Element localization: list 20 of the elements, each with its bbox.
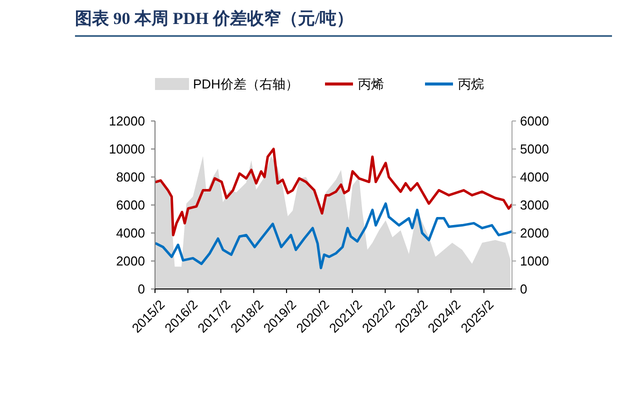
y2-tick-label: 3000 (520, 198, 549, 213)
chart-title: 图表 90 本周 PDH 价差收窄（元/吨） (75, 9, 354, 28)
y2-tick-label: 5000 (520, 142, 549, 157)
y-tick-label: 12000 (108, 114, 145, 129)
y2-tick-label: 6000 (520, 114, 549, 129)
y2-tick-label: 2000 (520, 226, 549, 241)
legend-label: PDH价差（右轴） (193, 76, 298, 92)
y2-tick-label: 1000 (520, 254, 549, 269)
y-tick-label: 8000 (116, 170, 145, 185)
line-series (154, 202, 513, 270)
y-tick-label: 2000 (116, 254, 145, 269)
y-tick-label: 0 (138, 282, 145, 297)
line-series (154, 148, 513, 236)
legend-label: 丙烷 (458, 76, 484, 92)
y-tick-label: 4000 (116, 226, 145, 241)
y2-tick-label: 0 (520, 282, 528, 297)
y-tick-label: 10000 (108, 142, 145, 157)
y2-tick-label: 4000 (520, 170, 549, 185)
y-tick-label: 6000 (116, 198, 145, 213)
legend-label: 丙烯 (358, 76, 384, 92)
